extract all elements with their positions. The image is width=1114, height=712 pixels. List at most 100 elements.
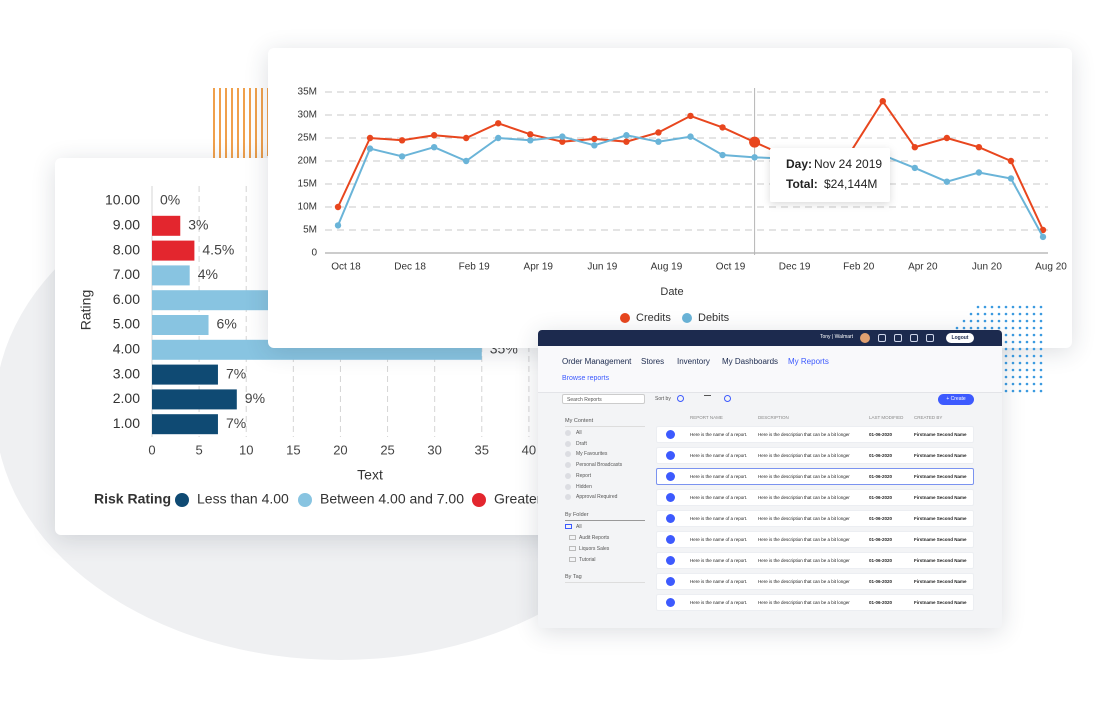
point xyxy=(430,132,438,139)
nav-item[interactable]: Inventory xyxy=(677,357,710,366)
x-tick-label: Jun 20 xyxy=(972,262,1002,273)
table-cell: Firstname Second Name xyxy=(914,515,967,521)
point xyxy=(591,142,598,149)
table-cell: Here is the name of a report. xyxy=(690,473,748,479)
sidebar-item[interactable]: Approval Required xyxy=(576,494,618,501)
toolbar-icon[interactable] xyxy=(910,334,918,342)
point xyxy=(655,129,662,136)
legend-marker xyxy=(175,493,189,507)
folder-item[interactable]: Audit Reports xyxy=(579,535,610,541)
undo-icon[interactable] xyxy=(704,395,711,402)
logout-button[interactable]: Logout xyxy=(946,333,974,343)
tooltip-total: $24,144M xyxy=(824,177,877,191)
table-row[interactable] xyxy=(656,488,974,506)
dot xyxy=(983,319,987,323)
folder-icon xyxy=(565,524,572,529)
legend-label: Credits xyxy=(636,312,671,324)
sidebar-item[interactable]: All xyxy=(576,430,582,436)
dot xyxy=(1004,354,1008,358)
toolbar-icon[interactable] xyxy=(894,334,902,342)
sidebar-item[interactable]: Personal Broadcasts xyxy=(576,462,623,469)
sort-icon[interactable] xyxy=(677,395,684,402)
table-row[interactable] xyxy=(656,572,974,590)
item-icon xyxy=(565,440,571,447)
table-row[interactable] xyxy=(656,509,974,527)
folder-item[interactable]: Tutorial xyxy=(579,557,596,563)
dot xyxy=(1032,361,1036,365)
x-tick-label: 0 xyxy=(148,442,155,457)
dot xyxy=(969,326,973,330)
divider xyxy=(565,520,645,521)
table-cell: Here is the name of a report. xyxy=(690,452,748,458)
folder-icon xyxy=(569,557,576,562)
table-row[interactable] xyxy=(656,593,974,611)
table-row[interactable] xyxy=(656,530,974,548)
point xyxy=(366,145,374,152)
line-chart-card: 0 5M 10M 15M 20M 25M 30M 35M Oct 18 Dec 18 Feb 19 A… xyxy=(268,48,1072,348)
table-cell: Here is the description that can be a bi… xyxy=(758,599,850,605)
dot xyxy=(955,326,959,330)
point xyxy=(719,124,726,131)
dot xyxy=(1032,354,1036,358)
dot xyxy=(990,326,994,330)
y-tick-label: 6.00 xyxy=(113,291,140,307)
value-label: 4.5% xyxy=(202,241,234,257)
sidebar-item[interactable]: Draft xyxy=(576,440,587,447)
dot xyxy=(1004,382,1008,386)
dot xyxy=(1011,347,1015,351)
dot xyxy=(1032,389,1036,393)
table-cell: Firstname Second Name xyxy=(914,578,967,584)
sidebar-item[interactable]: Report xyxy=(576,472,592,479)
dot xyxy=(976,312,980,316)
dot xyxy=(1018,382,1022,386)
toolbar-icon[interactable] xyxy=(878,334,886,342)
create-button[interactable]: + Create xyxy=(938,394,974,405)
table-cell: Firstname Second Name xyxy=(914,494,967,500)
point xyxy=(1007,157,1015,165)
table-cell: Here is the name of a report. xyxy=(690,431,748,437)
dot xyxy=(962,326,966,330)
table-row[interactable] xyxy=(656,467,974,485)
dot xyxy=(1018,333,1022,337)
dot xyxy=(1011,368,1015,372)
report-icon xyxy=(666,429,675,439)
value-label: 9% xyxy=(245,390,265,406)
dot xyxy=(983,326,987,330)
table-row[interactable] xyxy=(656,551,974,569)
nav-item[interactable]: My Dashboards xyxy=(722,357,779,366)
dot xyxy=(1025,354,1029,358)
table-cell: Here is the description that can be a bi… xyxy=(758,431,850,437)
sidebar-item[interactable]: My Favourites xyxy=(576,451,608,458)
point xyxy=(495,134,502,142)
y-tick-label: 5M xyxy=(303,225,317,236)
point xyxy=(719,151,726,159)
dot xyxy=(1025,361,1029,365)
info-icon[interactable] xyxy=(724,395,731,402)
tooltip-day-label: Day: xyxy=(786,157,812,171)
folder-item[interactable]: Liquors Sales xyxy=(579,546,610,552)
sidebar-heading: My Content xyxy=(565,418,594,424)
dot xyxy=(1032,375,1036,379)
x-tick-label: 35 xyxy=(475,442,489,457)
x-tick-label: Aug 20 xyxy=(1035,262,1067,273)
column-header: REPORT NAME xyxy=(690,415,723,420)
dot xyxy=(990,312,994,316)
nav-item[interactable]: Order Management xyxy=(562,357,632,366)
table-row[interactable] xyxy=(656,446,974,464)
item-icon xyxy=(565,494,571,501)
folder-item[interactable]: All xyxy=(576,524,582,530)
report-icon xyxy=(666,450,675,460)
dot xyxy=(1011,361,1015,365)
toolbar-icon[interactable] xyxy=(926,334,934,342)
nav-item[interactable]: My Reports xyxy=(788,357,829,366)
table-row[interactable] xyxy=(656,425,974,443)
search-box[interactable]: Search Reports xyxy=(562,394,645,404)
nav-item[interactable]: Stores xyxy=(641,357,665,366)
y-tick-label: 9.00 xyxy=(113,217,140,233)
table-cell: Here is the name of a report. xyxy=(690,536,748,542)
value-label: 3% xyxy=(188,217,208,233)
browse-link[interactable]: Browse reports xyxy=(562,375,610,382)
y-tick-label: 8.00 xyxy=(113,241,140,257)
table-cell: Firstname Second Name xyxy=(914,557,967,563)
sidebar-item[interactable]: Hidden xyxy=(576,483,592,490)
